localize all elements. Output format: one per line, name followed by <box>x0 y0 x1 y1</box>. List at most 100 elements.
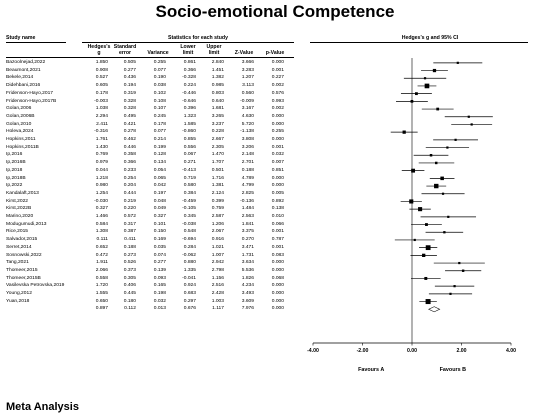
cell-z: 3.471 <box>241 244 254 250</box>
table-row: Holeva,2024 -0.316 0.278 0.077 -0.860 0.228 -1… <box>0 128 300 136</box>
cell-upper: 1.707 <box>211 160 224 166</box>
cell-g: 0.769 <box>95 152 108 158</box>
cell-z: -0.009 <box>240 98 254 104</box>
study-name-cell: Rice,2015 <box>6 229 29 235</box>
header-stats-group: Statistics for each study <box>168 35 228 41</box>
study-name-cell: Young,2012 <box>6 291 32 296</box>
cell-g: 0.897 <box>95 306 108 312</box>
cell-se: 0.436 <box>123 75 136 81</box>
effect-marker <box>424 276 428 280</box>
cell-p: 0.892 <box>271 198 284 204</box>
cell-lower: 0.556 <box>183 144 196 150</box>
table-row: Young,2012 1.555 0.445 0.198 0.683 2.428 3.493… <box>0 290 300 298</box>
study-name-cell: Ip,2022 <box>6 183 23 189</box>
cell-upper: 1.156 <box>211 275 224 281</box>
cell-z: 3.493 <box>241 291 254 296</box>
cell-z: 0.560 <box>241 90 254 96</box>
cell-z: 4.234 <box>241 283 254 289</box>
cell-lower: -0.860 <box>182 129 196 135</box>
cell-se: 0.445 <box>123 291 136 296</box>
cell-z: 0.188 <box>241 167 254 173</box>
cell-var: 0.102 <box>153 90 166 96</box>
cell-var: 0.190 <box>153 75 166 81</box>
effect-marker <box>413 238 416 242</box>
table-row: Golan,2010 2.411 0.421 0.178 1.585 3.237 5.720… <box>0 121 300 129</box>
cell-p: 0.000 <box>271 298 284 304</box>
cell-se: 0.411 <box>124 237 136 243</box>
table-row: Rice,2015 1.308 0.387 0.150 0.548 2.067 3.375 0… <box>0 228 300 236</box>
effect-marker <box>453 285 456 288</box>
cell-upper: 1.381 <box>211 183 224 189</box>
cell-g: 1.850 <box>95 60 108 65</box>
cell-lower: 0.880 <box>183 260 196 266</box>
cell-g: 0.908 <box>95 67 108 73</box>
cell-upper: 1.021 <box>211 244 224 250</box>
cell-upper: 0.228 <box>211 129 224 135</box>
effect-marker <box>446 146 449 149</box>
cell-se: 0.406 <box>123 283 136 289</box>
cell-z: 3.375 <box>241 229 254 235</box>
cell-upper: 1.007 <box>211 252 224 258</box>
study-name-cell: Tang,2021 <box>6 260 29 266</box>
cell-upper: 0.985 <box>211 83 224 89</box>
cell-var: 0.169 <box>153 237 166 243</box>
effect-marker <box>436 107 440 111</box>
cell-lower: 0.861 <box>183 60 196 65</box>
study-name-cell: Bekele,2014 <box>6 75 34 81</box>
cell-upper: 0.916 <box>211 237 224 243</box>
cell-var: 0.054 <box>153 167 166 173</box>
study-name-cell: Vasilevska Petrovska,2019 <box>6 283 65 289</box>
cell-p: 0.851 <box>271 167 284 173</box>
cell-z: 1.841 <box>241 221 254 227</box>
cell-p: 0.227 <box>271 75 284 81</box>
table-row: Thomeer,2015B 0.558 0.305 0.093 -0.041 1.156 1… <box>0 275 300 283</box>
header-z-value: Z-Value <box>234 50 254 56</box>
summary-row: 0.897 0.112 0.013 0.676 1.117 7.976 0.000 <box>0 305 300 313</box>
effect-marker <box>414 92 418 96</box>
cell-upper: 0.399 <box>211 198 224 204</box>
cell-g: 1.911 <box>96 260 108 266</box>
table-row: Ip,2022 0.980 0.204 0.042 0.580 1.381 4.799 0.0… <box>0 182 300 190</box>
study-name-cell: Ip,2018 <box>6 167 23 173</box>
cell-z: 1.484 <box>241 206 254 212</box>
cell-lower: 0.676 <box>183 306 196 312</box>
cell-lower: -0.041 <box>182 275 196 281</box>
cell-p: 0.002 <box>271 83 284 89</box>
effect-marker <box>411 168 416 173</box>
cell-lower: 0.548 <box>183 229 196 235</box>
cell-lower: 0.297 <box>183 298 196 304</box>
header-se-line1: Standard <box>113 44 137 50</box>
cell-g: 0.472 <box>95 252 108 258</box>
table-row: Ip,2016 0.769 0.358 0.128 0.067 1.470 2.148 0.0… <box>0 151 300 159</box>
cell-upper: 2.587 <box>211 214 224 219</box>
cell-upper: 2.067 <box>211 229 224 235</box>
cell-z: 2.701 <box>241 160 254 166</box>
cell-var: 0.199 <box>153 144 166 150</box>
cell-z: 7.976 <box>241 306 254 312</box>
effect-marker <box>447 215 450 218</box>
cell-g: 0.044 <box>95 167 108 173</box>
cell-lower: -0.694 <box>182 237 196 243</box>
cell-p: 0.068 <box>271 275 284 281</box>
study-name-cell: Holeva,2024 <box>6 129 34 135</box>
x-tick-label: 4.00 <box>506 348 516 354</box>
header-upper-line1: Upper <box>206 44 222 50</box>
x-tick-label: -2.00 <box>357 348 369 354</box>
subheader-rule <box>6 57 294 58</box>
cell-se: 0.194 <box>123 83 136 89</box>
header-hedges-g: Hedges's g <box>84 44 114 56</box>
cell-g: -0.003 <box>94 98 108 104</box>
cell-se: 0.526 <box>123 260 136 266</box>
cell-p: 0.993 <box>271 98 284 104</box>
cell-se: 0.328 <box>123 98 136 104</box>
cell-lower: 0.924 <box>183 283 196 289</box>
cell-g: 1.254 <box>95 190 108 196</box>
cell-se: 0.446 <box>123 144 136 150</box>
table-row: Ip,2018 0.044 0.233 0.054 -0.413 0.501 0.188 0.… <box>0 167 300 175</box>
cell-p: 0.000 <box>271 267 284 273</box>
cell-var: 0.277 <box>153 260 166 266</box>
cell-var: 0.108 <box>153 98 166 104</box>
cell-se: 0.387 <box>123 229 136 235</box>
cell-upper: 0.501 <box>211 167 224 173</box>
cell-z: 3.634 <box>241 260 254 266</box>
